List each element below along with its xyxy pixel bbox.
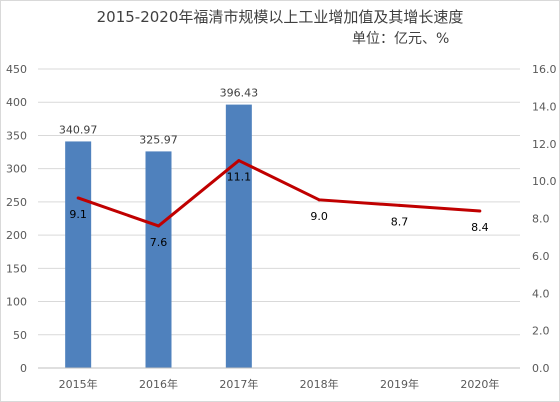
growth-value-label: 8.4 [471, 221, 489, 234]
right-tick-label: 16.0 [532, 63, 557, 76]
right-tick-label: 10.0 [532, 175, 557, 188]
right-tick-label: 4.0 [532, 287, 550, 300]
left-tick-label: 200 [6, 229, 27, 242]
growth-point [76, 196, 80, 200]
left-tick-label: 300 [6, 163, 27, 176]
growth-value-label: 8.7 [391, 215, 409, 228]
x-tick-label: 2017年 [219, 377, 258, 391]
right-tick-label: 2.0 [532, 325, 550, 338]
growth-point [478, 209, 482, 213]
left-tick-label: 50 [13, 329, 27, 342]
growth-point [398, 203, 401, 207]
right-tick-label: 14.0 [532, 100, 557, 113]
right-tick-label: 0.0 [532, 362, 550, 375]
left-tick-label: 100 [6, 296, 27, 309]
x-tick-label: 2020年 [460, 377, 499, 391]
x-tick-label: 2015年 [59, 377, 98, 391]
x-axis: 2015年 2016年 2017年 2018年 2019年 2020年 [38, 367, 520, 391]
left-tick-label: 450 [6, 63, 27, 76]
x-tick-label: 2019年 [380, 377, 419, 391]
bar-value-label: 396.43 [220, 87, 259, 100]
right-tick-label: 12.0 [532, 138, 557, 151]
growth-value-label: 9.1 [69, 208, 87, 221]
left-y-axis: 0 50 100 150 200 250 300 350 400 450 [6, 63, 27, 375]
growth-value-label: 7.6 [150, 236, 168, 249]
x-tick-label: 2016年 [139, 377, 178, 391]
bar-series: 340.97 325.97 396.43 [59, 87, 258, 368]
chart-unit-label: 单位：亿元、% [352, 31, 450, 47]
growth-point [237, 159, 241, 163]
growth-line-series: 9.1 7.6 11.1 9.0 8.7 8.4 [69, 159, 489, 249]
bar-value-label: 340.97 [59, 123, 98, 136]
growth-value-label: 9.0 [310, 210, 328, 223]
growth-value-label: 11.1 [227, 171, 252, 184]
right-y-axis: 0.0 2.0 4.0 6.0 8.0 10.0 12.0 14.0 16.0 [532, 63, 557, 375]
bar [225, 104, 252, 368]
bar-value-label: 325.97 [139, 133, 178, 146]
left-tick-label: 250 [6, 196, 27, 209]
x-tick-label: 2018年 [300, 377, 339, 391]
bar [65, 141, 92, 368]
growth-point [157, 224, 160, 228]
left-tick-label: 350 [6, 129, 27, 142]
growth-line [77, 159, 480, 228]
left-tick-label: 0 [20, 362, 27, 375]
right-tick-label: 8.0 [532, 213, 550, 226]
gridlines [38, 68, 520, 336]
bar [145, 151, 172, 368]
right-tick-label: 6.0 [532, 250, 550, 263]
left-tick-label: 400 [6, 96, 27, 109]
chart-title: 2015-2020年福清市规模以上工业增加值及其增长速度 [96, 8, 464, 26]
growth-point [317, 198, 321, 202]
left-tick-label: 150 [6, 262, 27, 275]
